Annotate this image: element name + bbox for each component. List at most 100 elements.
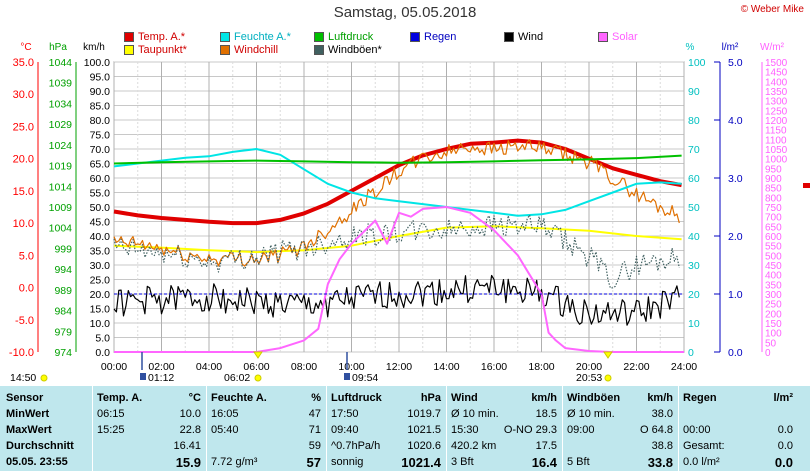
event-time: 01:12 <box>148 372 174 384</box>
tick-label-temp: -5.0 <box>15 315 34 327</box>
tick-label-humidity: 100 <box>688 57 706 69</box>
legend-label: Taupunkt* <box>138 44 187 56</box>
x-tick-label: 00:00 <box>101 361 127 373</box>
axis-unit-solar: W/m² <box>760 42 785 53</box>
tick-label-pressure: 999 <box>54 243 72 255</box>
tick-label-temp: 35.0 <box>13 57 34 69</box>
x-tick-label: 22:00 <box>623 361 649 373</box>
tick-label-solar: 1050 <box>765 145 788 156</box>
table-cell: 0.0 <box>777 440 793 452</box>
series-line-solar <box>114 206 684 353</box>
event-time: 14:50 <box>10 372 36 384</box>
tick-label-temp: 0.0 <box>19 283 34 295</box>
table-cell: 57 <box>306 455 321 470</box>
tick-label-wind: 15.0 <box>90 304 111 316</box>
table-cell: 06:15 <box>97 408 125 420</box>
table-cell: 0.0 l/m² <box>683 456 720 468</box>
tick-label-solar: 1100 <box>765 135 787 146</box>
sunset-icon <box>604 374 612 382</box>
tick-label-solar: 50 <box>765 338 777 349</box>
axis-unit-hum: % <box>686 42 695 53</box>
legend-swatch <box>598 32 608 42</box>
tick-label-solar: 1150 <box>765 126 787 137</box>
table-cell: 38.0 <box>651 408 673 420</box>
series-line-feuchtea <box>113 148 682 217</box>
table-cell: 00:00 <box>683 424 711 436</box>
tick-label-wind: 95.0 <box>90 72 111 84</box>
temp-current-marker <box>803 183 810 188</box>
axis-unit-press: hPa <box>49 42 67 53</box>
tick-label-humidity: 90 <box>688 86 700 98</box>
table-cell: Luftdruck <box>331 392 382 404</box>
axis-unit-rain: l/m² <box>722 42 739 53</box>
table-cell: 33.8 <box>647 455 673 470</box>
tick-label-temp: 25.0 <box>13 121 34 133</box>
row-label-min: MinWert <box>6 408 50 420</box>
tick-label-solar: 1400 <box>765 77 788 88</box>
tick-label-wind: 5.0 <box>95 333 110 345</box>
legend-label: Windböen* <box>328 44 382 56</box>
table-cell: 16.41 <box>173 440 201 452</box>
weather-chart: -10.0 -5.0 0.0 5.0 10.0 15.0 20.0 25.0 30.0 35.0 9… <box>9 42 810 384</box>
legend-label: Windchill <box>234 44 279 56</box>
table-column: Wind km/h Ø 10 min. 18.5 15:30 O-NO 29.3 420.2… <box>446 386 563 471</box>
table-cell: 15.9 <box>175 455 201 470</box>
tick-label-wind: 90.0 <box>90 86 111 98</box>
table-cell: O 64.8 <box>639 424 673 436</box>
tick-label-pressure: 984 <box>54 306 72 318</box>
tick-label-wind: 35.0 <box>90 246 111 258</box>
tick-label-rain: 3.0 <box>728 173 743 185</box>
tick-label-pressure: 1034 <box>49 98 73 110</box>
x-tick-label: 18:00 <box>528 361 554 373</box>
legend-swatch <box>504 32 514 42</box>
tick-label-solar: 300 <box>765 290 782 301</box>
tick-label-solar: 650 <box>765 222 782 233</box>
table-cell: 17:50 <box>331 408 359 420</box>
tick-label-wind: 100.0 <box>84 57 110 69</box>
table-cell: 1021.4 <box>401 455 441 470</box>
x-tick-label: 02:00 <box>148 361 174 373</box>
table-cell: hPa <box>420 392 441 404</box>
tick-label-humidity: 20 <box>688 289 700 301</box>
legend-item: Feuchte A.* <box>220 31 291 43</box>
tick-label-pressure: 989 <box>54 285 72 297</box>
table-cell: 1020.6 <box>407 440 441 452</box>
legend-item: Wind <box>504 31 543 43</box>
table-column: Windböen km/h Ø 10 min. 38.0 09:00 O 64.8 38.8… <box>562 386 679 471</box>
legend: Temp. A.* Feuchte A.* Luftdruck Regen Wind So… <box>0 0 810 60</box>
tick-label-solar: 100 <box>765 329 782 340</box>
legend-swatch <box>314 32 324 42</box>
table-cell: 16:05 <box>211 408 239 420</box>
legend-item: Solar <box>598 31 638 43</box>
tick-label-wind: 45.0 <box>90 217 111 229</box>
table-cell: km/h <box>531 392 557 404</box>
tick-label-pressure: 1029 <box>49 119 73 131</box>
tick-label-pressure: 1039 <box>49 78 73 90</box>
table-cell: 09:40 <box>331 424 359 436</box>
legend-label: Regen <box>424 31 457 43</box>
tick-label-pressure: 1014 <box>49 181 73 193</box>
series-line-taupunkt <box>113 225 682 254</box>
table-cell: 47 <box>308 408 321 420</box>
legend-item: Luftdruck <box>314 31 373 43</box>
sunrise-marker <box>253 351 263 359</box>
tick-label-temp: 15.0 <box>13 186 34 198</box>
table-cell: 3 Bft <box>451 456 474 468</box>
table-cell: ^0.7hPa/h <box>331 440 381 452</box>
event-time: 06:02 <box>224 372 250 384</box>
summary-table: Sensor MinWert MaxWert Durchschnitt 05.0… <box>0 386 810 471</box>
legend-item: Taupunkt* <box>124 44 187 56</box>
tick-label-wind: 70.0 <box>90 144 111 156</box>
table-cell: 10.0 <box>179 408 201 420</box>
table-cell: 5 Bft <box>567 456 590 468</box>
tick-label-humidity: 80 <box>688 115 700 127</box>
x-tick-label: 16:00 <box>481 361 507 373</box>
tick-label-wind: 80.0 <box>90 115 111 127</box>
tick-label-humidity: 10 <box>688 318 700 330</box>
tick-label-solar: 750 <box>765 203 782 214</box>
tick-label-solar: 950 <box>765 164 782 175</box>
tick-label-wind: 85.0 <box>90 101 111 113</box>
tick-label-pressure: 1004 <box>49 223 73 235</box>
tick-label-solar: 350 <box>765 280 782 291</box>
table-cell: Windböen <box>567 392 621 404</box>
